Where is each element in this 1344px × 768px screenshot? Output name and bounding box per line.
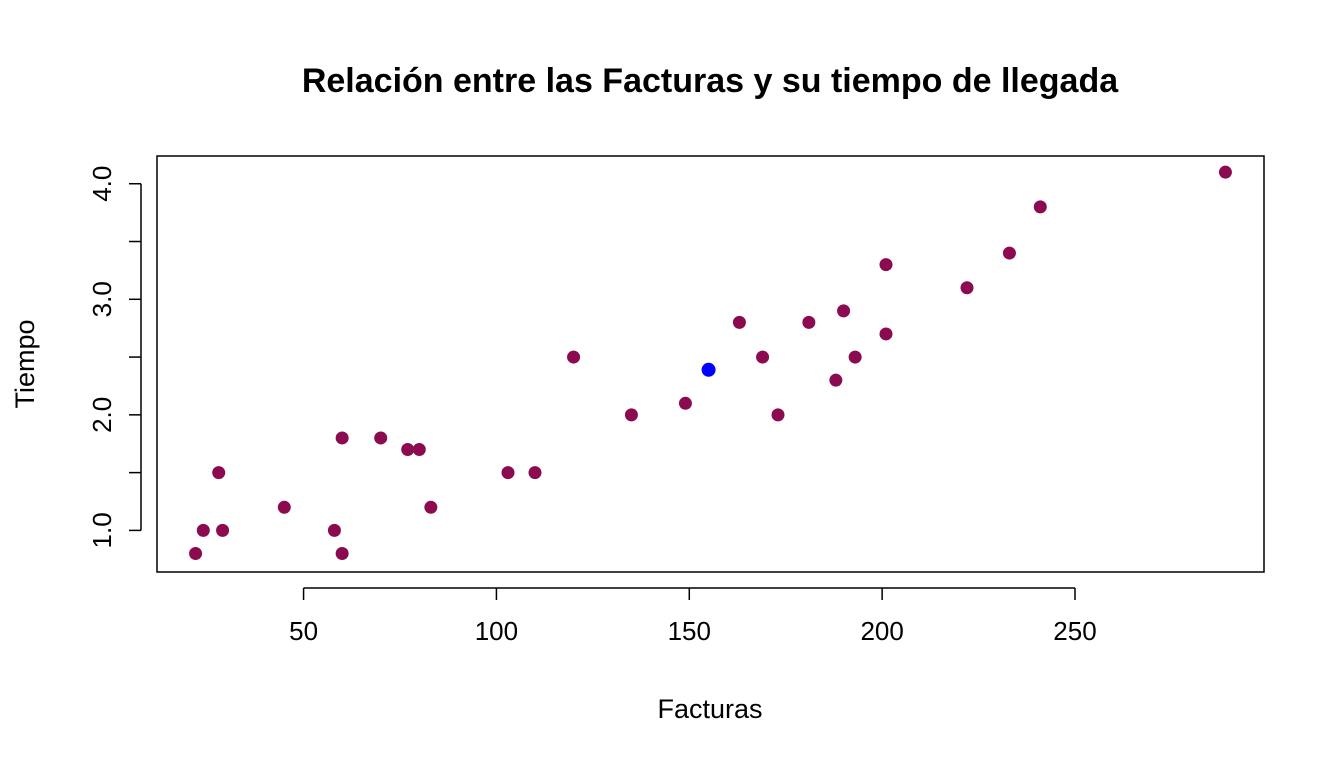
data-point [732, 315, 746, 329]
data-point [335, 547, 349, 561]
data-point [412, 443, 426, 457]
chart-title: Relación entre las Facturas y su tiempo … [302, 62, 1119, 100]
y-axis: 1.0 2.0 3.0 4.0 [87, 166, 142, 548]
data-point [528, 466, 542, 480]
plot-frame [156, 155, 1265, 573]
data-point [189, 547, 203, 561]
data-point [960, 281, 974, 295]
data-point [1002, 246, 1016, 260]
data-point [837, 304, 851, 318]
data-point [624, 408, 638, 422]
x-tick-label: 150 [668, 616, 711, 646]
data-point [327, 523, 341, 537]
data-point [401, 443, 415, 457]
data-point [567, 350, 581, 364]
x-tick-label: 50 [289, 616, 318, 646]
data-point [277, 500, 291, 514]
data-point [829, 373, 843, 387]
x-tick-label: 200 [860, 616, 903, 646]
data-point [1033, 200, 1047, 214]
y-tick-label: 4.0 [87, 166, 117, 202]
data-point [216, 523, 230, 537]
data-point [879, 327, 893, 341]
data-point [678, 396, 692, 410]
data-point [196, 523, 210, 537]
data-point [374, 431, 388, 445]
data-point [424, 500, 438, 514]
data-point [501, 466, 515, 480]
x-tick-label: 100 [475, 616, 518, 646]
data-point [848, 350, 862, 364]
x-tick-label: 250 [1053, 616, 1096, 646]
data-point [802, 315, 816, 329]
y-tick-label: 1.0 [87, 512, 117, 548]
data-point [756, 350, 770, 364]
data-point [335, 431, 349, 445]
x-axis: 50 100 150 200 250 [289, 587, 1097, 646]
highlight-point [701, 362, 716, 377]
data-point [212, 466, 226, 480]
data-points [189, 165, 1232, 561]
data-point [879, 258, 893, 272]
x-axis-label: Facturas [657, 694, 762, 724]
data-point [771, 408, 785, 422]
y-axis-label: Tiempo [10, 319, 40, 408]
data-point [1218, 165, 1232, 179]
y-tick-label: 3.0 [87, 281, 117, 317]
y-tick-label: 2.0 [87, 397, 117, 433]
